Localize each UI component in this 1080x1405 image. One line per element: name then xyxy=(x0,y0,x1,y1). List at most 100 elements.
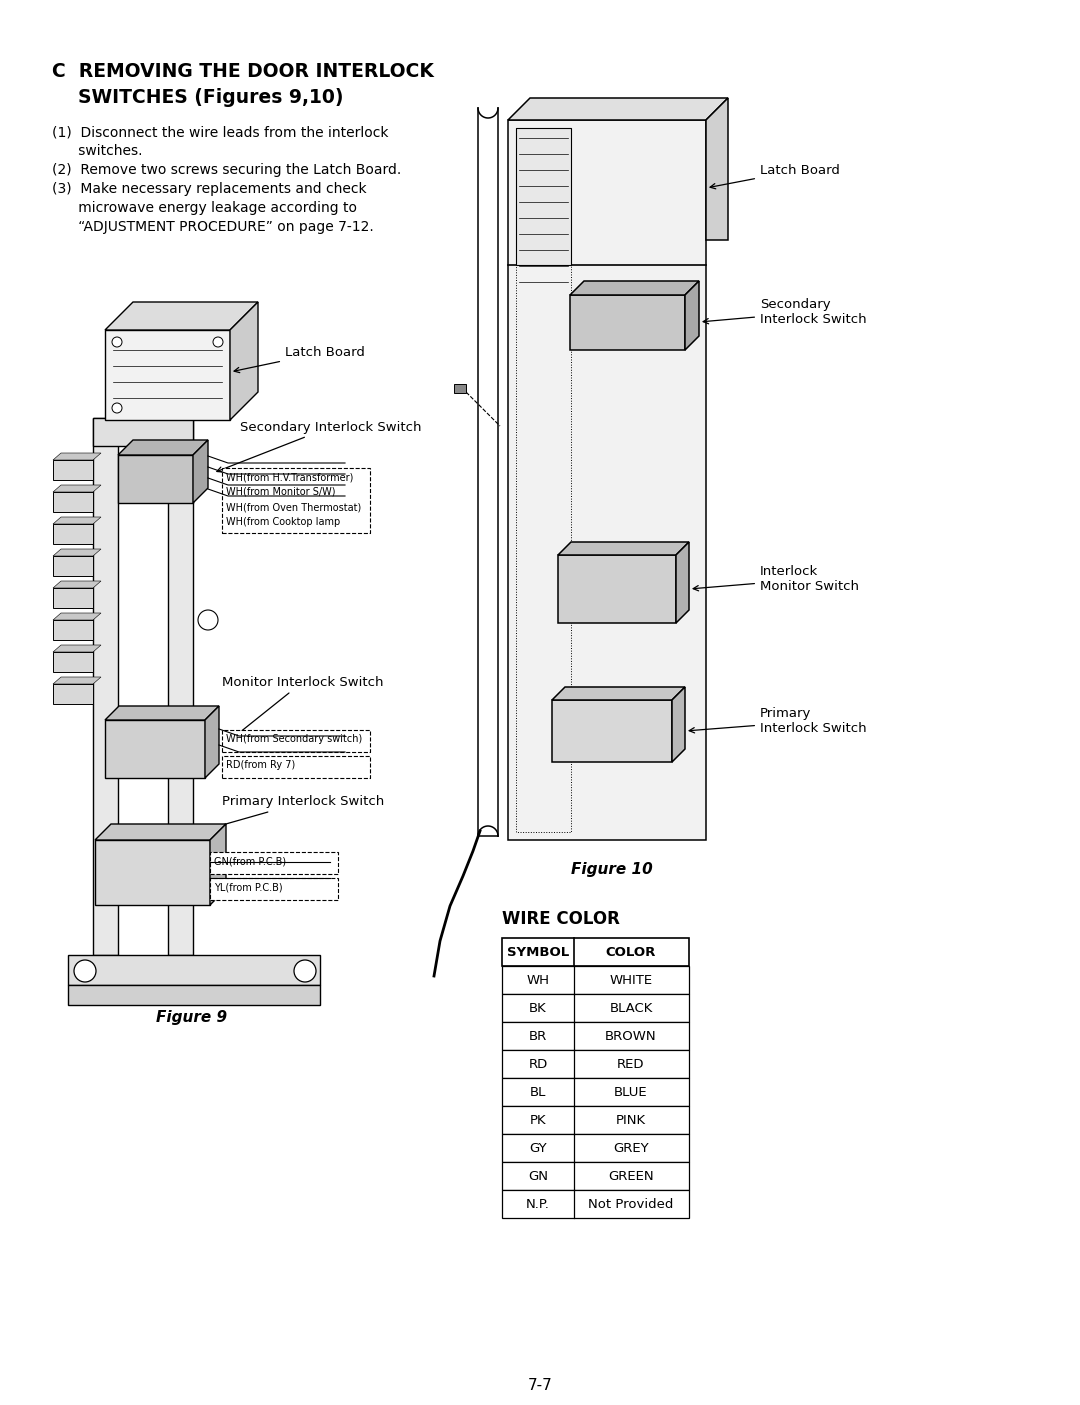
Text: Secondary
Interlock Switch: Secondary Interlock Switch xyxy=(703,298,866,326)
Polygon shape xyxy=(508,98,728,119)
Polygon shape xyxy=(53,459,93,481)
Polygon shape xyxy=(552,687,685,700)
Text: GN: GN xyxy=(528,1169,548,1183)
Polygon shape xyxy=(672,687,685,762)
Text: GY: GY xyxy=(529,1141,546,1155)
Circle shape xyxy=(294,960,316,982)
Polygon shape xyxy=(230,302,258,420)
Text: WH: WH xyxy=(527,974,550,986)
Text: N.P.: N.P. xyxy=(526,1197,550,1211)
Polygon shape xyxy=(502,1106,689,1134)
Polygon shape xyxy=(105,302,258,330)
Text: SWITCHES (Figures 9,10): SWITCHES (Figures 9,10) xyxy=(52,89,343,107)
Polygon shape xyxy=(706,98,728,240)
Polygon shape xyxy=(53,652,93,672)
Polygon shape xyxy=(53,556,93,576)
Text: BROWN: BROWN xyxy=(605,1030,657,1043)
Polygon shape xyxy=(53,589,93,608)
Text: switches.: switches. xyxy=(52,143,143,157)
Polygon shape xyxy=(502,939,689,967)
Polygon shape xyxy=(95,840,210,905)
Polygon shape xyxy=(502,1162,689,1190)
Polygon shape xyxy=(502,1021,689,1050)
Circle shape xyxy=(198,610,218,629)
Polygon shape xyxy=(53,684,93,704)
Text: WH(from Secondary switch): WH(from Secondary switch) xyxy=(226,733,362,745)
Polygon shape xyxy=(53,517,102,524)
Polygon shape xyxy=(168,419,193,955)
Polygon shape xyxy=(502,1050,689,1078)
FancyBboxPatch shape xyxy=(210,851,338,874)
Text: WH(from Monitor S/W): WH(from Monitor S/W) xyxy=(226,488,336,497)
Text: (1)  Disconnect the wire leads from the interlock: (1) Disconnect the wire leads from the i… xyxy=(52,125,389,139)
Text: COLOR: COLOR xyxy=(606,946,657,958)
Text: BR: BR xyxy=(529,1030,548,1043)
Polygon shape xyxy=(502,1190,689,1218)
Polygon shape xyxy=(570,295,685,350)
Polygon shape xyxy=(105,705,219,719)
Polygon shape xyxy=(454,384,465,393)
Polygon shape xyxy=(53,620,93,641)
Polygon shape xyxy=(685,281,699,350)
Polygon shape xyxy=(570,281,699,295)
Text: GREEN: GREEN xyxy=(608,1169,653,1183)
Text: BK: BK xyxy=(529,1002,546,1014)
Polygon shape xyxy=(53,582,102,589)
Polygon shape xyxy=(68,955,320,985)
Text: (2)  Remove two screws securing the Latch Board.: (2) Remove two screws securing the Latch… xyxy=(52,163,402,177)
Text: RD: RD xyxy=(528,1058,548,1071)
Text: Figure 9: Figure 9 xyxy=(157,1010,228,1026)
Polygon shape xyxy=(95,823,226,840)
Text: Interlock
Monitor Switch: Interlock Monitor Switch xyxy=(693,565,859,593)
Polygon shape xyxy=(118,455,193,503)
Polygon shape xyxy=(558,542,689,555)
Text: WH(from Oven Thermostat): WH(from Oven Thermostat) xyxy=(226,502,361,511)
Text: (3)  Make necessary replacements and check: (3) Make necessary replacements and chec… xyxy=(52,183,366,197)
FancyBboxPatch shape xyxy=(222,756,370,778)
Text: WH(from Cooktop lamp: WH(from Cooktop lamp xyxy=(226,517,340,527)
Polygon shape xyxy=(53,613,102,620)
Text: WIRE COLOR: WIRE COLOR xyxy=(502,910,620,927)
Polygon shape xyxy=(210,823,226,905)
Text: Latch Board: Latch Board xyxy=(710,163,840,188)
Text: Primary Interlock Switch: Primary Interlock Switch xyxy=(156,795,384,844)
Text: BL: BL xyxy=(530,1086,546,1099)
FancyBboxPatch shape xyxy=(222,468,370,532)
Polygon shape xyxy=(93,419,118,955)
Polygon shape xyxy=(205,705,219,778)
Polygon shape xyxy=(558,555,676,622)
Text: Primary
Interlock Switch: Primary Interlock Switch xyxy=(689,707,866,735)
Circle shape xyxy=(112,403,122,413)
Text: BLUE: BLUE xyxy=(615,1086,648,1099)
Text: “ADJUSTMENT PROCEDURE” on page 7-12.: “ADJUSTMENT PROCEDURE” on page 7-12. xyxy=(52,221,374,235)
Polygon shape xyxy=(516,128,571,266)
Polygon shape xyxy=(53,524,93,544)
Polygon shape xyxy=(68,985,320,1005)
Polygon shape xyxy=(502,1134,689,1162)
Polygon shape xyxy=(105,719,205,778)
Polygon shape xyxy=(508,119,706,840)
Text: Not Provided: Not Provided xyxy=(589,1197,674,1211)
Circle shape xyxy=(213,337,222,347)
Text: WHITE: WHITE xyxy=(609,974,652,986)
Text: microwave energy leakage according to: microwave energy leakage according to xyxy=(52,201,357,215)
Polygon shape xyxy=(53,549,102,556)
Text: Secondary Interlock Switch: Secondary Interlock Switch xyxy=(217,420,421,472)
Circle shape xyxy=(75,960,96,982)
Text: WH(from H.V.Transformer): WH(from H.V.Transformer) xyxy=(226,472,353,482)
Polygon shape xyxy=(53,492,93,511)
Polygon shape xyxy=(53,452,102,459)
Text: Monitor Interlock Switch: Monitor Interlock Switch xyxy=(222,676,383,742)
Polygon shape xyxy=(53,485,102,492)
Text: Latch Board: Latch Board xyxy=(234,346,365,372)
Text: C  REMOVING THE DOOR INTERLOCK: C REMOVING THE DOOR INTERLOCK xyxy=(52,62,434,81)
Text: GREY: GREY xyxy=(613,1141,649,1155)
Text: 7-7: 7-7 xyxy=(528,1378,552,1392)
Polygon shape xyxy=(105,330,230,420)
Polygon shape xyxy=(93,419,193,445)
Text: BLACK: BLACK xyxy=(609,1002,652,1014)
Polygon shape xyxy=(676,542,689,622)
Text: PINK: PINK xyxy=(616,1114,646,1127)
Polygon shape xyxy=(502,1078,689,1106)
Polygon shape xyxy=(118,440,208,455)
